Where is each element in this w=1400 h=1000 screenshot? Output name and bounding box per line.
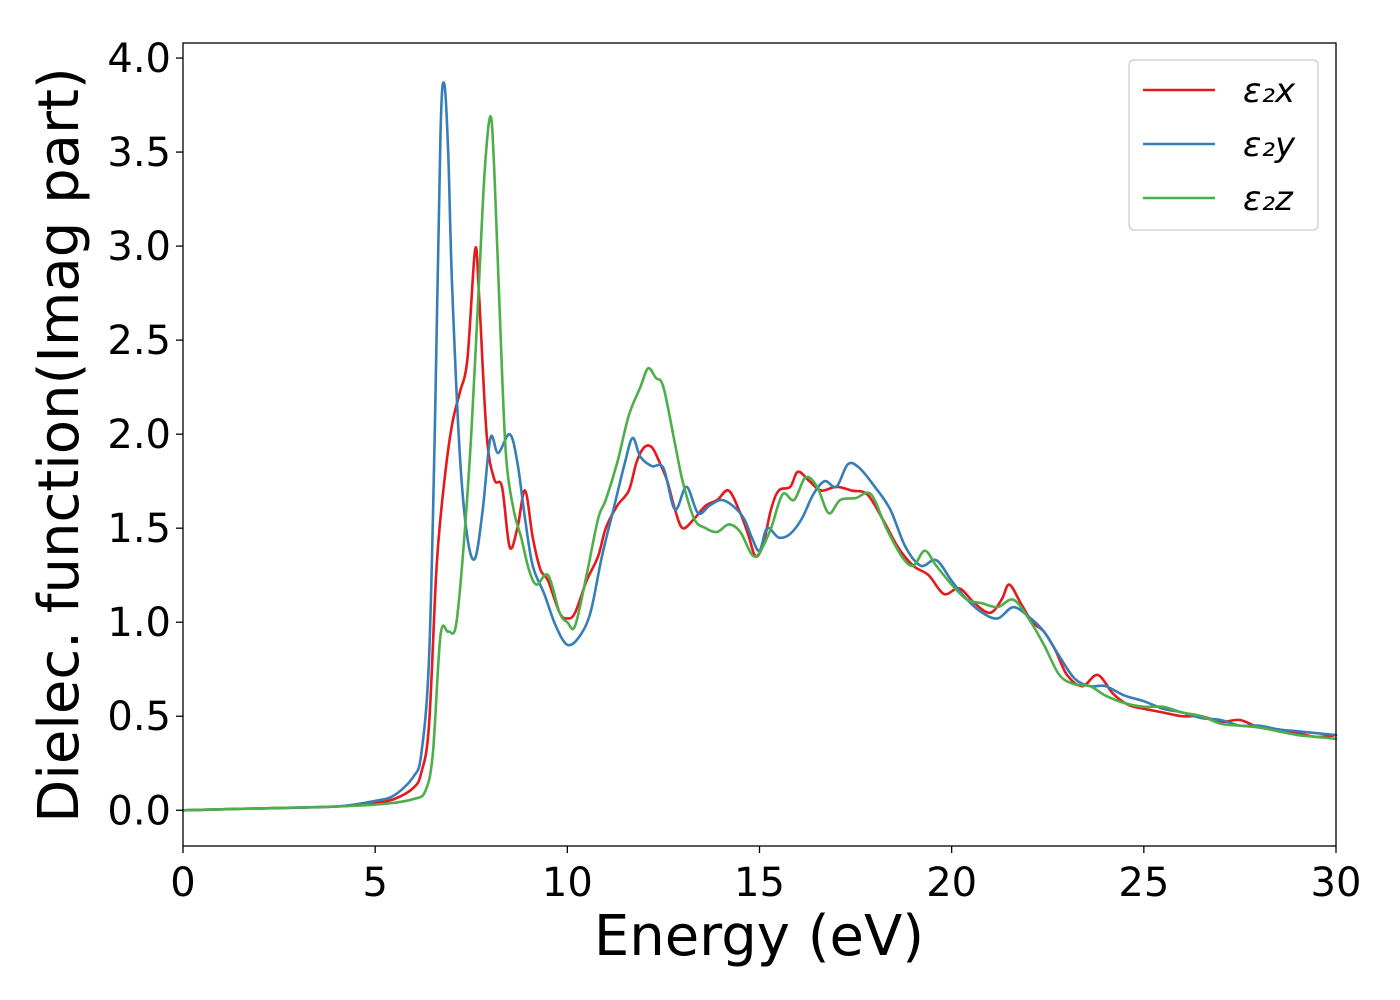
- y-tick-label: 3.5: [107, 130, 171, 176]
- axis-ticks: 0 5 10 15 20 25 30 0.0 0.5 1.0 1.5 2.0 2.5 3.0 3.5 4.0: [107, 36, 1361, 906]
- x-axis-label: Energy (eV): [594, 904, 924, 969]
- x-tick-label: 30: [1311, 860, 1362, 906]
- legend-label: ε₂z: [1243, 179, 1294, 219]
- x-tick-label: 0: [170, 860, 195, 906]
- x-tick-label: 5: [362, 860, 387, 906]
- y-tick-label: 2.5: [107, 318, 171, 364]
- y-tick-label: 0.5: [107, 694, 171, 740]
- y-tick-label: 1.0: [107, 600, 171, 646]
- x-tick-label: 10: [542, 860, 593, 906]
- x-tick-label: 25: [1118, 860, 1169, 906]
- series-line-2: [181, 115, 1338, 812]
- series-line-0: [181, 246, 1338, 812]
- plot-lines: [181, 81, 1338, 812]
- y-tick-label: 1.5: [107, 506, 171, 552]
- x-tick-label: 20: [926, 860, 977, 906]
- y-axis-label: Dielec. function(Imag part): [27, 67, 92, 823]
- y-tick-label: 0.0: [107, 788, 171, 834]
- y-tick-label: 2.0: [107, 412, 171, 458]
- series-line-1: [181, 81, 1338, 812]
- y-tick-label: 4.0: [107, 36, 171, 82]
- y-tick-label: 3.0: [107, 224, 171, 270]
- legend: ε₂x ε₂y ε₂z: [1128, 59, 1319, 231]
- legend-label: ε₂y: [1243, 125, 1296, 165]
- plot-frame: [182, 42, 1337, 847]
- x-tick-label: 15: [734, 860, 785, 906]
- legend-box: [1128, 59, 1319, 231]
- legend-label: ε₂x: [1243, 71, 1296, 111]
